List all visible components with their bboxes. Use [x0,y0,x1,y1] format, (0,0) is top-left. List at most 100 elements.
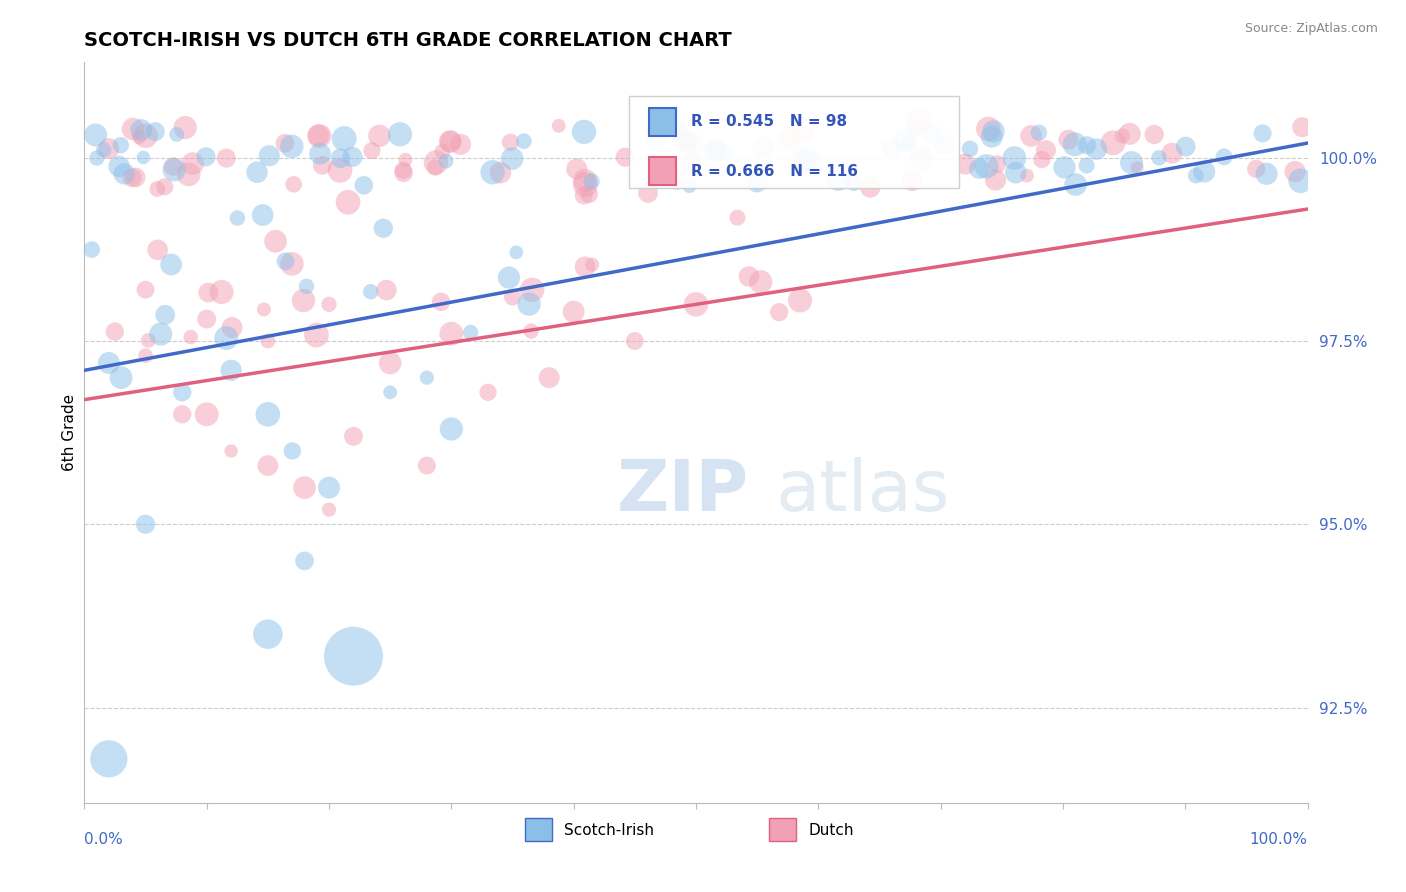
Point [318,502,340,516]
Point [1256,167,1278,181]
Point [360,285,382,299]
Point [801,155,824,169]
Point [329,163,352,178]
Point [1085,142,1108,156]
Point [572,125,595,139]
Point [380,385,402,400]
Point [439,135,461,149]
Point [703,144,725,158]
Point [450,137,472,152]
Point [375,283,398,297]
Point [112,167,135,181]
Point [97,752,120,766]
Point [1161,146,1184,161]
Point [195,312,218,326]
Point [432,145,454,159]
Point [827,171,849,186]
Point [392,163,415,178]
Point [685,297,707,311]
Point [645,130,668,145]
Bar [650,157,676,186]
Point [768,305,790,319]
Point [986,157,1008,171]
Point [166,128,188,142]
Point [434,154,457,169]
Point [1002,151,1025,165]
Point [146,182,169,196]
Point [903,124,925,138]
Point [581,174,603,188]
Point [86,151,108,165]
Point [520,283,543,297]
Bar [524,818,551,841]
Point [425,155,447,169]
Point [294,481,316,495]
Point [197,285,219,300]
Point [308,128,330,143]
Point [274,254,297,268]
Point [1244,161,1267,176]
Point [439,135,461,149]
Point [104,325,127,339]
Point [977,122,1000,136]
Point [1121,155,1143,169]
Point [565,161,588,176]
Point [498,270,520,285]
Point [172,385,194,400]
Point [132,151,155,165]
Point [440,422,463,436]
Text: SCOTCH-IRISH VS DUTCH 6TH GRADE CORRELATION CHART: SCOTCH-IRISH VS DUTCH 6TH GRADE CORRELAT… [84,30,733,50]
Point [392,166,415,180]
Point [1031,153,1053,167]
Point [984,173,1007,187]
Bar [769,818,796,841]
Point [394,153,416,167]
Point [976,159,998,173]
Point [727,211,749,225]
Point [578,187,600,202]
Point [110,138,132,153]
Point [513,134,536,148]
Point [108,160,131,174]
Point [121,170,143,185]
Point [84,128,107,142]
Point [135,128,157,143]
Point [194,150,217,164]
Point [1251,127,1274,141]
Point [1019,128,1042,143]
Point [337,195,360,210]
Point [342,649,364,664]
Point [174,120,197,135]
Point [668,124,690,138]
Point [195,407,218,421]
Point [264,234,287,248]
Point [517,297,540,311]
Point [97,142,120,156]
Point [257,458,280,473]
Point [211,285,233,299]
Text: R = 0.666   N = 116: R = 0.666 N = 116 [692,164,858,178]
Point [1143,128,1166,142]
Point [430,294,453,309]
Point [373,221,395,235]
Point [679,156,702,170]
Point [794,127,817,141]
Text: 100.0%: 100.0% [1250,832,1308,847]
Point [574,173,596,187]
Point [135,349,157,363]
Point [1076,138,1098,153]
Point [1076,159,1098,173]
Point [678,178,700,193]
Point [779,131,801,145]
Point [128,130,150,145]
Text: Source: ZipAtlas.com: Source: ZipAtlas.com [1244,22,1378,36]
Point [738,269,761,284]
Point [361,144,384,158]
Point [416,370,439,384]
Point [181,156,204,170]
Point [1035,143,1057,157]
Point [342,150,364,164]
Point [1028,126,1050,140]
Point [614,150,637,164]
Point [789,293,811,308]
